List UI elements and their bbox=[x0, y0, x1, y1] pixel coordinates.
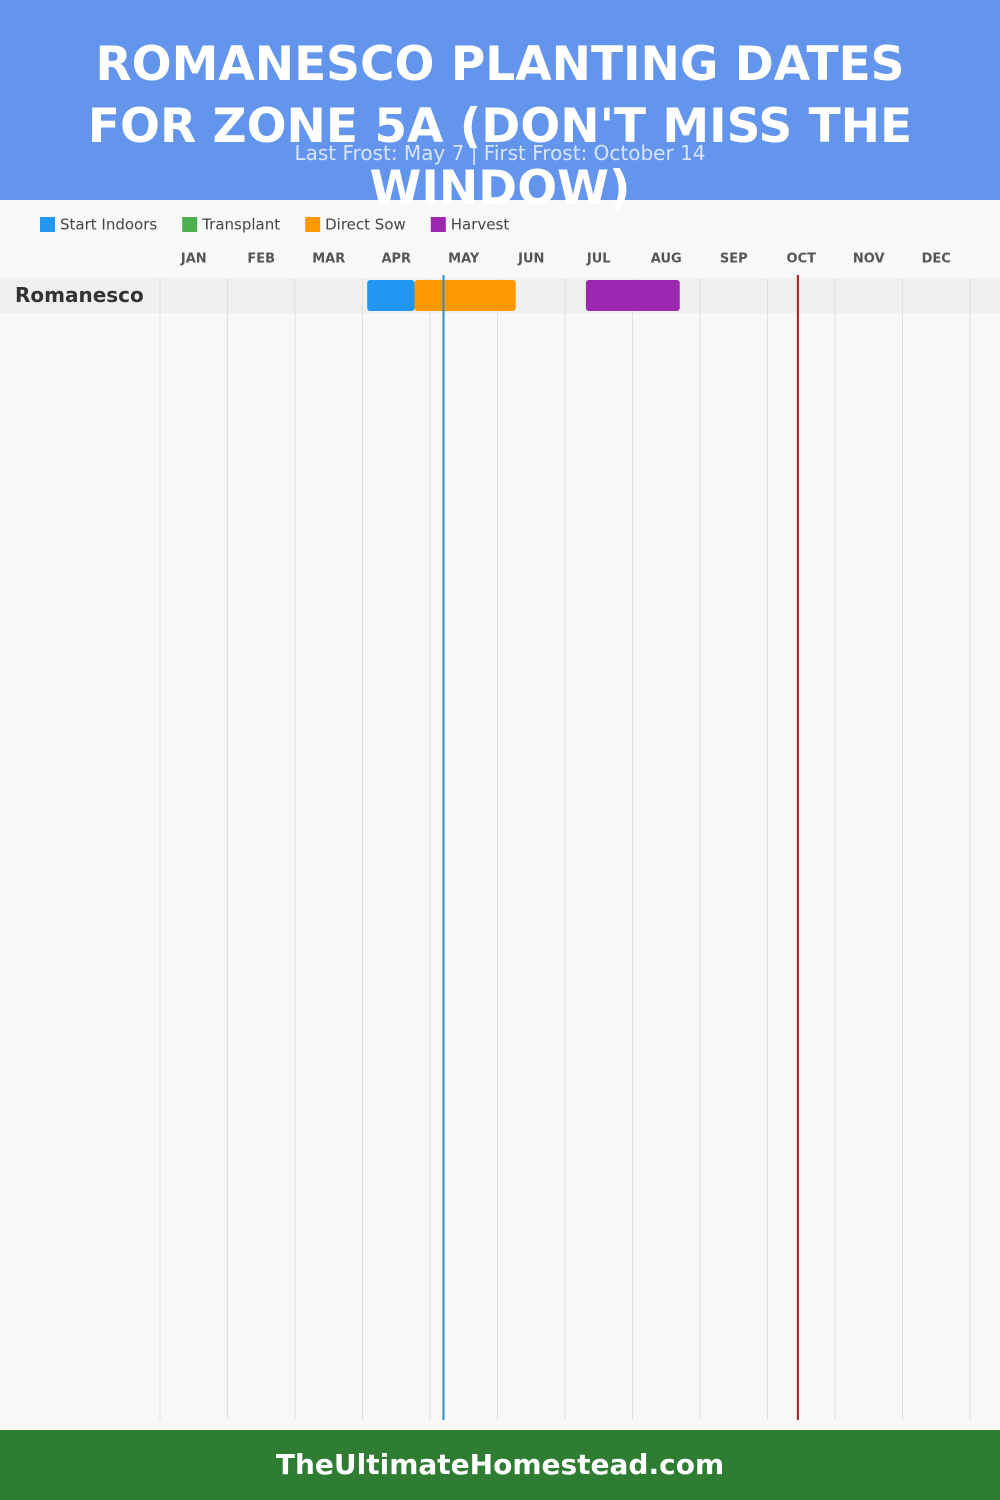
legend-swatch bbox=[40, 217, 55, 232]
legend-label: Start Indoors bbox=[60, 216, 157, 234]
x-tick-label: JUN bbox=[517, 252, 544, 267]
x-tick-label: JAN bbox=[180, 252, 207, 267]
x-tick-label: MAY bbox=[448, 252, 480, 267]
row-label: Romanesco bbox=[15, 283, 144, 307]
header bbox=[0, 0, 1000, 200]
legend-swatch bbox=[305, 217, 321, 232]
x-tick-label: APR bbox=[381, 252, 411, 267]
range-bar bbox=[585, 280, 680, 311]
x-tick-label: SEP bbox=[720, 252, 748, 267]
x-tick-label: AUG bbox=[651, 252, 682, 267]
legend-swatch bbox=[182, 217, 198, 232]
x-tick-label: OCT bbox=[787, 252, 817, 267]
footer: TheUltimateHomestead.com bbox=[0, 1430, 1000, 1500]
legend-label: Transplant bbox=[201, 216, 280, 234]
range-bar bbox=[414, 280, 516, 311]
chart-subtitle: Last Frost: May 7 | First Frost: October… bbox=[294, 141, 706, 165]
legend-swatch bbox=[430, 217, 446, 232]
x-tick-label: MAR bbox=[312, 252, 345, 267]
chart: JAN FEB MAR APR MAY JUN JUL AUG SEP OCT NOV DEC Star… bbox=[0, 216, 1000, 1420]
range-bar bbox=[367, 280, 415, 311]
legend-label: Direct Sow bbox=[325, 216, 406, 234]
x-tick-label: DEC bbox=[922, 252, 951, 267]
x-tick-label: JUL bbox=[586, 252, 611, 267]
chart-title: ROMANESCO PLANTING DATES FOR ZONE 5A (DO… bbox=[87, 37, 913, 216]
x-tick-label: NOV bbox=[853, 252, 885, 267]
x-tick-label: FEB bbox=[247, 252, 275, 267]
legend-label: Harvest bbox=[451, 216, 510, 234]
